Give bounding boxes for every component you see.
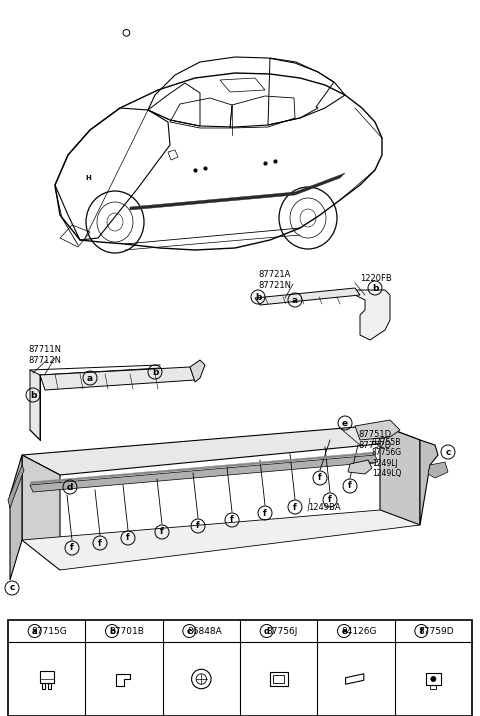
Polygon shape [348, 460, 372, 474]
Polygon shape [355, 290, 390, 340]
Text: f: f [293, 503, 297, 511]
Polygon shape [30, 370, 40, 440]
Text: f: f [348, 481, 352, 490]
Polygon shape [40, 367, 195, 390]
Text: 87721A
87721N: 87721A 87721N [258, 271, 291, 290]
Polygon shape [22, 425, 420, 475]
Polygon shape [30, 455, 378, 492]
Polygon shape [355, 420, 400, 440]
Text: a: a [32, 626, 37, 636]
Text: b: b [30, 390, 36, 400]
Bar [8, 620, 472, 716]
Text: a: a [87, 374, 93, 382]
Text: c: c [445, 448, 451, 457]
Text: b: b [255, 293, 261, 301]
Text: d: d [264, 626, 270, 636]
Text: 86848A: 86848A [187, 626, 222, 636]
Text: 1249BA: 1249BA [308, 503, 341, 513]
Polygon shape [30, 452, 376, 484]
Text: H: H [85, 175, 91, 181]
Text: 87759D: 87759D [419, 626, 454, 636]
Text: 87751D
87752D: 87751D 87752D [358, 430, 391, 450]
Polygon shape [22, 455, 60, 570]
Text: f: f [98, 538, 102, 548]
Text: e: e [341, 626, 347, 636]
Text: f: f [318, 473, 322, 483]
Text: f: f [126, 533, 130, 543]
Polygon shape [428, 462, 448, 478]
Text: f: f [263, 508, 267, 518]
Text: f: f [196, 521, 200, 531]
Text: 1220FB: 1220FB [360, 274, 392, 283]
Polygon shape [8, 465, 24, 508]
Text: 87715G: 87715G [32, 626, 68, 636]
Polygon shape [420, 440, 438, 525]
Text: c: c [9, 584, 15, 593]
Circle shape [431, 677, 436, 682]
Text: 87711N
87712N: 87711N 87712N [28, 345, 61, 364]
Text: c: c [187, 626, 192, 636]
Text: d: d [67, 483, 73, 491]
Text: b: b [109, 626, 115, 636]
Text: e: e [342, 418, 348, 427]
Text: 87756J: 87756J [266, 626, 297, 636]
Polygon shape [22, 510, 420, 570]
Polygon shape [190, 360, 205, 382]
Text: b: b [152, 367, 158, 377]
Text: a: a [292, 296, 298, 304]
Text: f: f [328, 495, 332, 505]
Text: 87701B: 87701B [109, 626, 144, 636]
Polygon shape [380, 425, 420, 525]
Polygon shape [130, 173, 345, 210]
Text: f: f [230, 516, 234, 525]
Text: f: f [160, 528, 164, 536]
Polygon shape [10, 455, 22, 580]
Text: b: b [372, 284, 378, 293]
Text: f: f [70, 543, 74, 553]
Text: 84126G: 84126G [341, 626, 377, 636]
Text: 87755B
87756G
1249LJ
1249LQ: 87755B 87756G 1249LJ 1249LQ [372, 438, 402, 478]
Polygon shape [255, 288, 360, 305]
Text: f: f [420, 626, 423, 636]
